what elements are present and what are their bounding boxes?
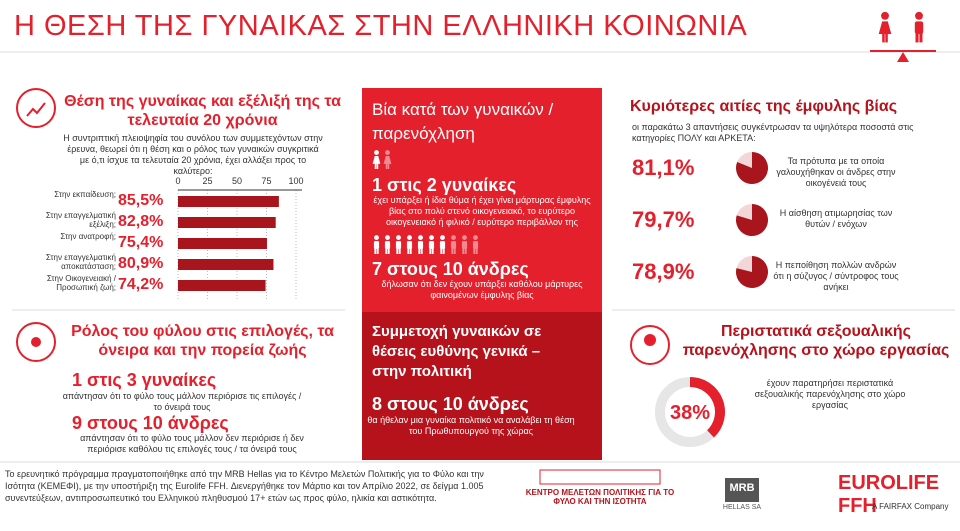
- stat-figure: 9 στους 10 άνδρες: [72, 413, 229, 433]
- x-tick-label: 75: [261, 176, 271, 186]
- category-label: Στην ανατροφή;: [60, 232, 116, 241]
- stat-text: δήλωσαν ότι δεν έχουν υπάρξει καθόλου μά…: [381, 279, 583, 300]
- stat-text: θα ήθελαν μια γυναίκα πολιτικό να αναλάβ…: [367, 415, 575, 436]
- section-title: Κυριότερες αιτίες της έμφυλης βίας: [630, 98, 898, 115]
- panel-title: Συμμετοχή γυναικών σε θέσεις ευθύνης γεν…: [372, 323, 542, 380]
- bar: [178, 217, 276, 228]
- value-label: 85,5%: [118, 192, 164, 209]
- icon-glyph: [26, 102, 46, 117]
- x-tick-label: 0: [175, 176, 180, 186]
- kemefi-mark: [539, 469, 661, 485]
- section-icon: [16, 88, 56, 128]
- x-tick-label: 25: [202, 176, 212, 186]
- section-intro: οι παρακάτω 3 απαντήσεις συγκέντρωσαν τα…: [632, 122, 914, 143]
- pie-wedge: [736, 204, 769, 236]
- stat-figure: 8 στους 10 άνδρες: [372, 394, 529, 414]
- value-label: 82,8%: [118, 213, 164, 230]
- violence-panel: [362, 88, 602, 312]
- logo-eurolife: EUROLIFE FFH: [838, 472, 940, 517]
- stat-figure: 1 στις 2 γυναίκες: [372, 175, 517, 195]
- category-label: Στην Οικογενειακή / Προσωπική ζωή;: [46, 274, 116, 292]
- logo-kemefi: ΚΕΝΤΡΟ ΜΕΛΕΤΩΝ ΠΟΛΙΤΙΚΗΣ ΓΙΑ ΤΟ ΦΥΛΟ ΚΑΙ…: [525, 488, 675, 506]
- category-label: Η αίσθηση ατιμωρησίας των θυτών / ενόχων: [779, 208, 893, 229]
- bar: [178, 280, 266, 291]
- logo-fairfax: A FAIRFAX Company: [872, 502, 949, 511]
- pie-wedge: [736, 256, 768, 288]
- bar: [178, 259, 274, 270]
- value-label: 75,4%: [118, 234, 164, 251]
- section-intro: Η συντριπτική πλειοψηφία του συνόλου των…: [63, 133, 323, 176]
- value-label: 79,7%: [632, 207, 695, 232]
- page-title: Η ΘΕΣΗ ΤΗΣ ΓΥΝΑΙΚΑΣ ΣΤΗΝ ΕΛΛΗΝΙΚΗ ΚΟΙΝΩΝ…: [14, 10, 748, 42]
- donut-arc: [689, 377, 725, 438]
- section-icon: [16, 322, 56, 362]
- header-icon: [870, 11, 936, 62]
- value-label: 81,1%: [632, 155, 695, 180]
- x-tick-label: 50: [232, 176, 242, 186]
- bar: [178, 196, 279, 207]
- stat-text: έχουν παρατηρήσει περιστατικά σεξουαλική…: [754, 378, 906, 410]
- value-label: 74,2%: [118, 276, 164, 293]
- section-title: Θέση της γυναίκας και εξέλιξή της τα τελ…: [64, 93, 341, 129]
- icon-glyph: [644, 334, 656, 346]
- section-icon: [630, 325, 670, 365]
- bar: [178, 238, 267, 249]
- category-label: Στην επαγγελματική αποκατάσταση;: [45, 253, 116, 271]
- value-label: 38%: [670, 402, 710, 424]
- mrb-mark: [725, 478, 759, 502]
- stat-figure: 1 στις 3 γυναίκες: [72, 370, 217, 390]
- logo-mrb-sub: HELLAS SA: [722, 504, 762, 511]
- value-label: 78,9%: [632, 259, 695, 284]
- stat-text: απάντησαν ότι το φύλο τους μάλλον περιόρ…: [62, 391, 302, 412]
- icon-glyph: [31, 337, 41, 347]
- x-tick-label: 100: [288, 176, 303, 186]
- category-label: Στην επαγγελματική εξέλιξη;: [45, 211, 116, 229]
- stat-figure: 7 στους 10 άνδρες: [372, 259, 529, 279]
- section-title: Περιστατικά σεξουαλικής παρενόχλησης στο…: [682, 323, 950, 359]
- section-title: Ρόλος του φύλου στις επιλογές, τα όνειρα…: [71, 323, 334, 359]
- category-label: Στην εκπαίδευση;: [54, 190, 116, 199]
- category-label: Τα πρότυπα με τα οποία γαλουχήθηκαν οι ά…: [776, 156, 896, 188]
- panel-title: Βία κατά των γυναικών / παρενόχληση: [372, 100, 554, 143]
- footer-note: Το ερευνητικό πρόγραμμα πραγματοποιήθηκε…: [5, 469, 484, 503]
- value-label: 80,9%: [118, 255, 164, 272]
- category-label: Η πεποίθηση πολλών ανδρών ότι η σύζυγος …: [773, 260, 899, 292]
- pie-wedge: [735, 152, 768, 185]
- stat-text: απάντησαν ότι το φύλο τους μάλλον δεν πε…: [80, 433, 304, 454]
- logo-mrb: MRB: [729, 482, 755, 494]
- stat-text: έχει υπάρξει ή ίδια θύμα ή έχει γίνει μά…: [373, 195, 591, 227]
- leadership-panel: [362, 312, 602, 460]
